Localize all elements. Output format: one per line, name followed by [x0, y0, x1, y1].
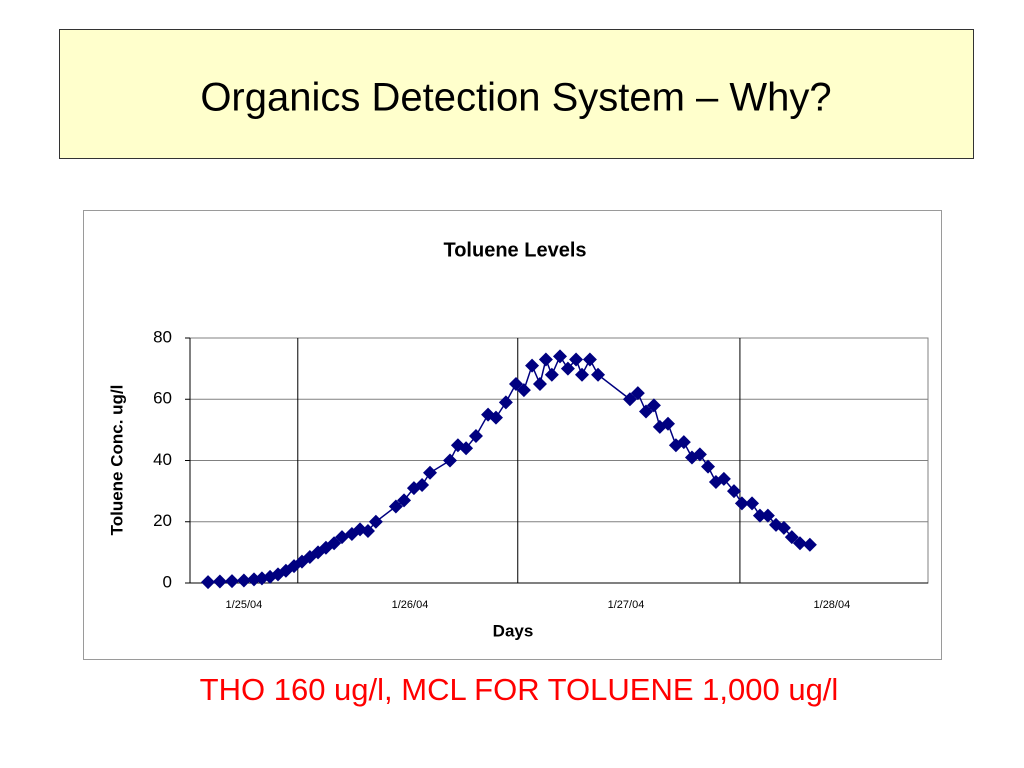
data-point [532, 376, 547, 391]
data-point [802, 537, 817, 552]
data-point [415, 478, 430, 492]
data-point [327, 536, 342, 551]
data-point [630, 386, 645, 401]
data-point [784, 530, 799, 545]
data-point [468, 429, 483, 443]
data-point [508, 376, 523, 391]
data-point [488, 410, 503, 425]
slide-title: Organics Detection System – Why? [200, 76, 831, 120]
data-point [582, 352, 597, 367]
data-point [360, 523, 375, 538]
x-tick-label: 1/28/04 [814, 599, 851, 611]
data-point [498, 395, 513, 410]
data-point [225, 574, 240, 589]
data-point [459, 441, 474, 456]
data-point [692, 447, 707, 462]
data-point [388, 499, 403, 514]
y-tick-label: 20 [153, 511, 172, 530]
y-tick-label: 0 [163, 572, 172, 591]
data-point [574, 367, 589, 382]
data-point [792, 536, 807, 551]
data-point [247, 572, 262, 587]
data-point [734, 496, 749, 511]
x-tick-label: 1/26/04 [392, 599, 429, 611]
data-point [525, 358, 540, 373]
y-tick-label: 40 [153, 450, 172, 469]
data-point [201, 575, 216, 590]
data-point [776, 520, 791, 535]
chart-title: Toluene Levels [443, 239, 586, 261]
x-axis-label: Days [493, 621, 534, 640]
data-point [516, 383, 531, 398]
y-axis-label: Toluene Conc. ug/l [107, 385, 126, 536]
title-box [59, 29, 974, 159]
data-point [569, 352, 584, 367]
data-point [544, 367, 559, 382]
data-point [397, 493, 412, 508]
data-point [646, 398, 661, 413]
data-point [443, 453, 458, 468]
x-tick-label: 1/27/04 [608, 599, 645, 611]
data-point [552, 349, 567, 364]
y-tick-label: 60 [153, 389, 172, 408]
data-point [538, 352, 553, 367]
data-point [726, 484, 741, 499]
data-point [716, 471, 731, 486]
footnote: THO 160 ug/l, MCL FOR TOLUENE 1,000 ug/l [200, 672, 839, 707]
data-point [236, 573, 251, 588]
data-point [752, 508, 767, 523]
data-point [422, 465, 437, 480]
x-tick-label: 1/25/04 [226, 599, 263, 611]
y-tick-label: 80 [153, 327, 172, 346]
data-point [622, 392, 637, 407]
data-point [368, 514, 383, 529]
data-point [701, 459, 716, 474]
data-point [638, 404, 653, 419]
data-point [745, 496, 760, 511]
data-point [760, 508, 775, 523]
data-point [660, 416, 675, 431]
data-point [560, 361, 575, 376]
data-point [591, 367, 606, 382]
data-point [676, 435, 691, 450]
data-point [212, 574, 227, 589]
